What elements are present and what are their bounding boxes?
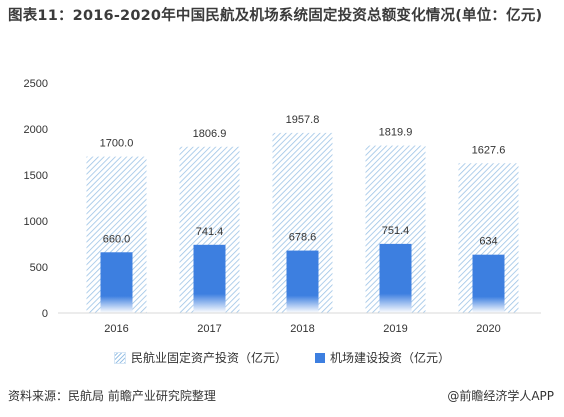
bar-airport-investment: [286, 250, 319, 313]
bar-airport-investment: [472, 254, 505, 313]
data-label-fixed-investment: 1627.6: [472, 144, 506, 156]
bar-airport-investment: [193, 244, 226, 313]
source-note: 资料来源：民航局 前瞻产业研究院整理: [8, 389, 216, 403]
bar-airport-investment: [100, 252, 133, 313]
x-tick-label: 2018: [290, 323, 314, 335]
x-tick-label: 2020: [476, 323, 500, 335]
y-axis: 0 500 1000 1500 2000 2500: [24, 78, 48, 320]
legend-swatch-solid: [315, 352, 325, 363]
data-labels: 1700.0 660.0 1806.9 741.4 1957.8 678.6 1819.9 7…: [100, 114, 506, 248]
data-label-airport-investment: 660.0: [103, 233, 131, 245]
legend-label-fixed-investment: 民航业固定资产投资（亿元）: [130, 351, 287, 365]
y-tick-label: 2000: [24, 124, 48, 136]
bar-airport-investment: [379, 243, 412, 313]
x-tick-label: 2016: [104, 323, 128, 335]
data-label-fixed-investment: 1957.8: [286, 114, 320, 126]
brand-text: @前瞻经济学人APP: [447, 389, 554, 403]
chart-title: 图表11：2016-2020年中国民航及机场系统固定投资总额变化情况(单位：亿元…: [8, 8, 543, 24]
legend-label-airport-investment: 机场建设投资（亿元）: [330, 351, 451, 365]
data-label-fixed-investment: 1700.0: [100, 138, 134, 150]
brand-credit: @前瞻经济学人APP: [447, 387, 554, 404]
y-tick-label: 500: [30, 262, 48, 274]
x-tick-label: 2019: [383, 323, 407, 335]
bars: [86, 132, 519, 313]
data-label-airport-investment: 634: [479, 236, 497, 248]
legend-item-fixed-investment: 民航业固定资产投资（亿元）: [113, 349, 287, 366]
legend: 民航业固定资产投资（亿元） 机场建设投资（亿元）: [0, 349, 564, 366]
data-label-fixed-investment: 1819.9: [379, 127, 413, 139]
legend-item-airport-investment: 机场建设投资（亿元）: [315, 349, 450, 366]
data-label-airport-investment: 678.6: [289, 232, 317, 244]
data-label-airport-investment: 741.4: [196, 226, 224, 238]
y-tick-label: 2500: [24, 78, 48, 90]
y-tick-label: 0: [42, 308, 48, 320]
y-tick-label: 1000: [24, 216, 48, 228]
data-label-airport-investment: 751.4: [382, 225, 410, 237]
data-label-fixed-investment: 1806.9: [193, 128, 227, 140]
x-axis: 2016 2017 2018 2019 2020: [58, 312, 541, 335]
legend-swatch-hatched: [113, 351, 126, 364]
x-tick-label: 2017: [197, 323, 221, 335]
y-tick-label: 1500: [24, 170, 48, 182]
